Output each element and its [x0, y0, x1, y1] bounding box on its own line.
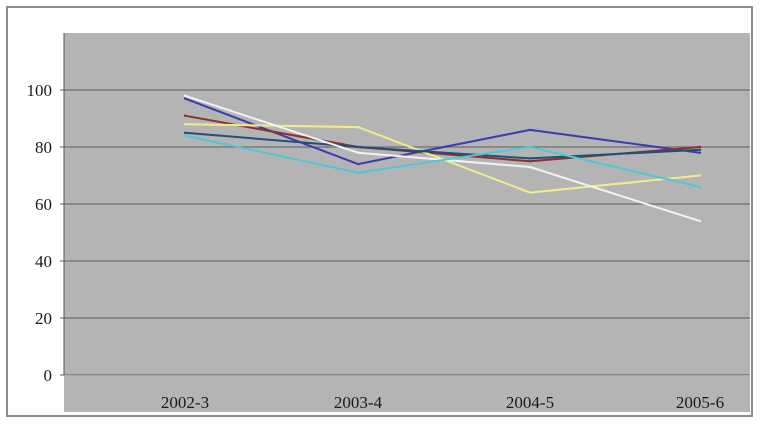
data-point [183, 94, 187, 97]
data-point [528, 160, 532, 163]
x-tick-label: 2002-3 [161, 393, 209, 412]
data-point [356, 151, 360, 154]
data-point [698, 145, 702, 149]
data-point [183, 123, 187, 126]
data-point [356, 171, 360, 174]
data-point [698, 185, 702, 189]
data-point [356, 162, 360, 166]
y-tick-label: 60 [35, 195, 52, 214]
data-point [528, 157, 532, 160]
series-line-6 [184, 134, 701, 188]
data-point [528, 145, 532, 149]
y-tick-labels: 0 20 40 60 80 100 [27, 81, 64, 385]
data-point [528, 128, 532, 132]
y-tick-label: 0 [44, 366, 53, 385]
x-tick-label: 2003-4 [334, 393, 383, 412]
data-point [698, 219, 702, 223]
y-tick-label: 100 [27, 81, 53, 100]
data-point [528, 165, 532, 169]
data-point [356, 145, 360, 149]
series-line-4 [184, 131, 701, 160]
data-point [183, 97, 187, 100]
x-axis-band [64, 376, 750, 412]
y-tick-label: 20 [35, 309, 52, 328]
y-tick-label: 80 [35, 138, 52, 157]
data-point [528, 191, 532, 194]
data-point [698, 148, 702, 151]
gridlines [64, 89, 750, 319]
data-point [356, 125, 360, 129]
data-point [698, 151, 702, 154]
x-tick-labels: 2002-3 2003-4 2004-5 2005-6 [161, 393, 724, 412]
x-tick-label: 2005-6 [676, 393, 724, 412]
x-tick-label: 2004-5 [506, 393, 554, 412]
data-point [698, 174, 702, 177]
y-tick-label: 40 [35, 252, 52, 271]
data-point [183, 114, 187, 117]
data-point [183, 131, 187, 134]
series-layer [183, 94, 702, 223]
data-point [183, 134, 187, 137]
